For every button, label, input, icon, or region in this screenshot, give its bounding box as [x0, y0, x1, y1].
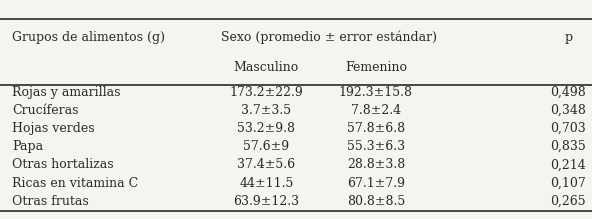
- Text: 0,214: 0,214: [551, 158, 586, 171]
- Text: 0,498: 0,498: [551, 86, 586, 99]
- Text: 0,835: 0,835: [551, 140, 586, 153]
- Text: 28.8±3.8: 28.8±3.8: [347, 158, 405, 171]
- Text: 192.3±15.8: 192.3±15.8: [339, 86, 413, 99]
- Text: 0,107: 0,107: [551, 177, 586, 189]
- Text: 57.6±9: 57.6±9: [243, 140, 289, 153]
- Text: 57.8±6.8: 57.8±6.8: [347, 122, 405, 135]
- Text: Femenino: Femenino: [345, 61, 407, 74]
- Text: 63.9±12.3: 63.9±12.3: [233, 195, 300, 208]
- Text: 0,348: 0,348: [551, 104, 586, 117]
- Text: 3.7±3.5: 3.7±3.5: [242, 104, 291, 117]
- Text: Papa: Papa: [12, 140, 43, 153]
- Text: p: p: [564, 31, 572, 44]
- Text: Crucíferas: Crucíferas: [12, 104, 78, 117]
- Text: Grupos de alimentos (g): Grupos de alimentos (g): [12, 31, 165, 44]
- Text: Masculino: Masculino: [234, 61, 299, 74]
- Text: Sexo (promedio ± error estándar): Sexo (promedio ± error estándar): [221, 30, 436, 44]
- Text: Otras hortalizas: Otras hortalizas: [12, 158, 114, 171]
- Text: Rojas y amarillas: Rojas y amarillas: [12, 86, 120, 99]
- Text: 80.8±8.5: 80.8±8.5: [347, 195, 405, 208]
- Text: 37.4±5.6: 37.4±5.6: [237, 158, 295, 171]
- Text: 67.1±7.9: 67.1±7.9: [347, 177, 405, 189]
- Text: 55.3±6.3: 55.3±6.3: [347, 140, 405, 153]
- Text: 44±11.5: 44±11.5: [239, 177, 294, 189]
- Text: 53.2±9.8: 53.2±9.8: [237, 122, 295, 135]
- Text: 7.8±2.4: 7.8±2.4: [351, 104, 401, 117]
- Text: 0,265: 0,265: [551, 195, 586, 208]
- Text: Hojas verdes: Hojas verdes: [12, 122, 95, 135]
- Text: 0,703: 0,703: [551, 122, 586, 135]
- Text: Otras frutas: Otras frutas: [12, 195, 89, 208]
- Text: 173.2±22.9: 173.2±22.9: [230, 86, 303, 99]
- Text: Ricas en vitamina C: Ricas en vitamina C: [12, 177, 138, 189]
